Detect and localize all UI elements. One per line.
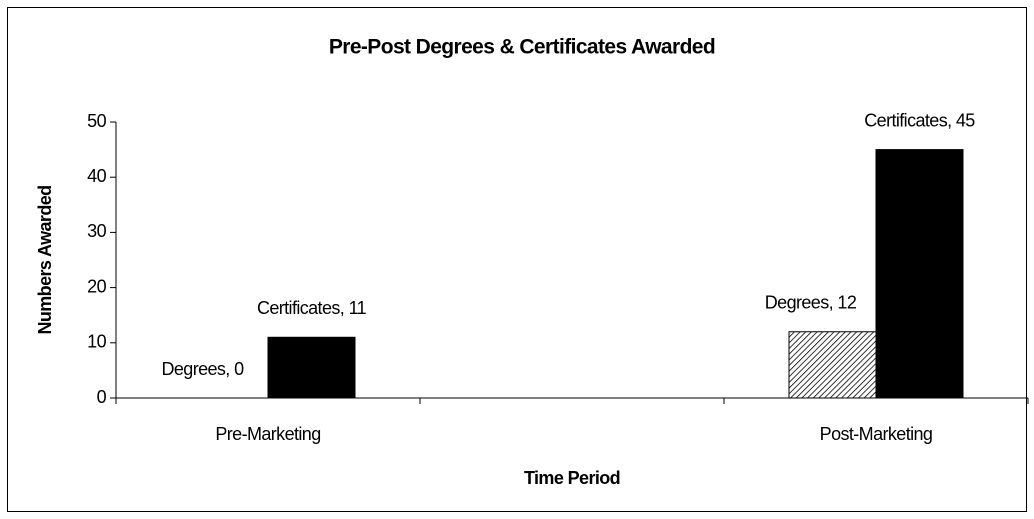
data-label: Certificates, 45 <box>864 110 975 130</box>
data-label: Certificates, 11 <box>257 298 367 318</box>
bar <box>788 331 877 399</box>
y-tick-label: 50 <box>87 111 106 131</box>
y-tick-label: 20 <box>87 276 106 296</box>
chart-frame <box>7 7 1027 512</box>
bar <box>875 149 964 399</box>
y-tick-label: 40 <box>87 166 106 186</box>
bar <box>267 336 356 399</box>
x-tick-label: Pre-Marketing <box>215 424 320 444</box>
y-axis-title: Numbers Awarded <box>35 185 55 334</box>
data-label: Degrees, 12 <box>765 293 857 313</box>
x-axis-title: Time Period <box>524 468 620 488</box>
chart-title: Pre-Post Degrees & Certificates Awarded <box>329 36 715 59</box>
y-tick-label: 0 <box>97 387 107 407</box>
y-tick-label: 10 <box>87 332 106 352</box>
y-tick-label: 30 <box>87 221 106 241</box>
data-label: Degrees, 0 <box>161 359 244 379</box>
x-tick-label: Post-Marketing <box>820 424 933 444</box>
